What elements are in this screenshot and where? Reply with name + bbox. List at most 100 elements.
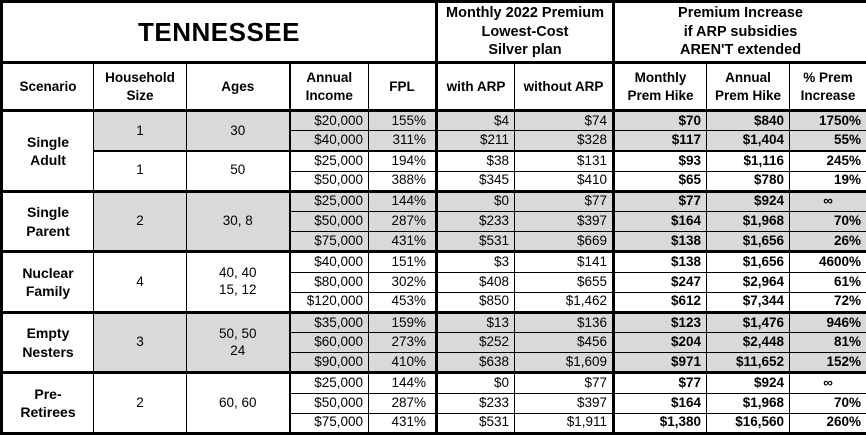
- annual-prem-hike-cell: $924: [706, 189, 790, 212]
- pct-prem-increase-cell: 70%: [788, 392, 866, 414]
- annual-income-cell: $80,000: [288, 271, 369, 293]
- fpl-cell: 155%: [368, 108, 437, 132]
- with-arp-premium-cell: $233: [435, 210, 515, 233]
- annual-income-cell: $75,000: [288, 412, 369, 435]
- fpl-cell: 431%: [368, 412, 437, 435]
- annual-prem-hike-cell: $11,652: [706, 352, 790, 374]
- annual-prem-hike-cell: $2,964: [706, 271, 790, 293]
- fpl-cell: 431%: [368, 231, 437, 253]
- annual-income-cell: $50,000: [288, 170, 369, 192]
- scenario-cell: Single Adult: [1, 109, 94, 192]
- fpl-cell: 287%: [368, 210, 437, 233]
- without-arp-premium-cell: $328: [514, 130, 614, 152]
- table-row: 1 50 $25,000 194% $38 $131 $93 $1,116 245%: [2, 149, 866, 192]
- annual-prem-hike-cell: $1,968: [706, 392, 790, 414]
- monthly-prem-hike-cell: $138: [612, 231, 707, 253]
- fpl-cell: 453%: [368, 291, 437, 313]
- annual-income-cell: $40,000: [288, 250, 369, 273]
- without-arp-premium-cell: $74: [514, 108, 614, 132]
- without-arp-premium-cell: $397: [514, 210, 614, 233]
- pct-prem-increase-cell: 61%: [788, 271, 866, 293]
- col-header-without-arp: without ARP: [514, 62, 614, 112]
- annual-income-cell: $50,000: [288, 392, 369, 414]
- table-row: $80,000 302% $408 $655 $247 $2,964 61%: [2, 271, 866, 293]
- monthly-prem-hike-cell: $77: [612, 189, 707, 212]
- annual-income-cell: $120,000: [288, 291, 369, 313]
- annual-prem-hike-cell: $924: [706, 371, 790, 394]
- col-header-annual-prem-hike: Annual Prem Hike: [706, 62, 790, 112]
- with-arp-premium-cell: $252: [435, 332, 515, 354]
- fpl-cell: 144%: [368, 371, 437, 394]
- pct-prem-increase-cell: 70%: [788, 210, 866, 233]
- col-header-annual-income: Annual Income: [288, 62, 369, 112]
- monthly-prem-hike-cell: $93: [612, 149, 707, 172]
- pct-prem-increase-cell: 55%: [788, 130, 866, 152]
- fpl-cell: 311%: [368, 130, 437, 152]
- table-row: Single Adult 1 30 $20,000 155% $4 $74 $70 $840 17…: [1, 108, 866, 192]
- monthly-prem-hike-cell: $70: [612, 108, 707, 132]
- annual-prem-hike-cell: $1,116: [706, 149, 790, 172]
- table-row: Pre- Retirees 2 60, 60 $25,000 144% $0 $77 $77 $…: [1, 371, 866, 434]
- scenario-cell: Pre- Retirees: [1, 371, 94, 434]
- pct-prem-increase-cell: 19%: [788, 170, 866, 192]
- annual-income-cell: $35,000: [288, 310, 369, 334]
- without-arp-premium-cell: $456: [514, 332, 614, 354]
- without-arp-premium-cell: $655: [514, 271, 614, 293]
- pct-prem-increase-cell: 1750%: [788, 108, 866, 132]
- pct-prem-increase-cell: 245%: [788, 149, 866, 172]
- annual-income-cell: $40,000: [288, 130, 369, 152]
- ages-cell: 60, 60: [186, 371, 290, 434]
- without-arp-premium-cell: $141: [514, 250, 614, 273]
- table-row: $90,000 410% $638 $1,609 $971 $11,652 152%: [2, 352, 866, 374]
- with-arp-premium-cell: $850: [435, 291, 515, 313]
- table-row: $50,000 287% $233 $397 $164 $1,968 70%: [2, 210, 866, 233]
- monthly-prem-hike-cell: $138: [612, 250, 707, 273]
- without-arp-premium-cell: $77: [514, 189, 614, 212]
- annual-income-cell: $50,000: [288, 210, 369, 233]
- annual-prem-hike-cell: $1,476: [706, 310, 790, 334]
- pct-prem-increase-cell: ∞: [788, 189, 866, 212]
- without-arp-premium-cell: $1,609: [514, 352, 614, 374]
- household-size-cell: 2: [93, 371, 187, 434]
- col-header-ages: Ages: [186, 62, 290, 112]
- with-arp-premium-cell: $0: [435, 189, 515, 212]
- monthly-prem-hike-cell: $1,380: [612, 412, 707, 435]
- monthly-prem-hike-cell: $65: [612, 170, 707, 192]
- pct-prem-increase-cell: 4600%: [788, 250, 866, 273]
- with-arp-premium-cell: $531: [435, 412, 515, 435]
- annual-income-cell: $75,000: [288, 231, 369, 253]
- without-arp-premium-cell: $131: [514, 149, 614, 172]
- col-header-fpl: FPL: [368, 62, 437, 112]
- with-arp-premium-cell: $13: [435, 310, 515, 334]
- without-arp-premium-cell: $669: [514, 231, 614, 253]
- annual-prem-hike-cell: $2,448: [706, 332, 790, 354]
- fpl-cell: 410%: [368, 352, 437, 374]
- pct-prem-increase-cell: ∞: [788, 371, 866, 394]
- fpl-cell: 388%: [368, 170, 437, 192]
- fpl-cell: 151%: [368, 250, 437, 273]
- fpl-cell: 159%: [368, 310, 437, 334]
- table-row: $60,000 273% $252 $456 $204 $2,448 81%: [2, 332, 866, 354]
- pct-prem-increase-cell: 152%: [788, 352, 866, 374]
- monthly-prem-hike-cell: $247: [612, 271, 707, 293]
- col-header-monthly-prem-hike: Monthly Prem Hike: [612, 62, 707, 112]
- with-arp-premium-cell: $531: [435, 231, 515, 253]
- pct-prem-increase-cell: 72%: [788, 291, 866, 313]
- annual-prem-hike-cell: $7,344: [706, 291, 790, 313]
- pct-prem-increase-cell: 260%: [788, 412, 866, 435]
- household-size-cell: 4: [93, 250, 187, 313]
- household-size-cell: 1: [93, 108, 187, 152]
- annual-income-cell: $25,000: [288, 189, 369, 212]
- pct-prem-increase-cell: 946%: [788, 310, 866, 334]
- with-arp-premium-cell: $38: [435, 149, 515, 172]
- table-row: Nuclear Family 4 40, 40 15, 12 $40,000 151% $…: [1, 250, 866, 313]
- monthly-prem-hike-cell: $77: [612, 371, 707, 394]
- with-arp-premium-cell: $638: [435, 352, 515, 374]
- without-arp-premium-cell: $397: [514, 392, 614, 414]
- monthly-prem-hike-cell: $971: [612, 352, 707, 374]
- pct-prem-increase-cell: 26%: [788, 231, 866, 253]
- monthly-prem-hike-cell: $117: [612, 130, 707, 152]
- table-row: $75,000 431% $531 $669 $138 $1,656 26%: [2, 231, 866, 253]
- without-arp-premium-cell: $136: [514, 310, 614, 334]
